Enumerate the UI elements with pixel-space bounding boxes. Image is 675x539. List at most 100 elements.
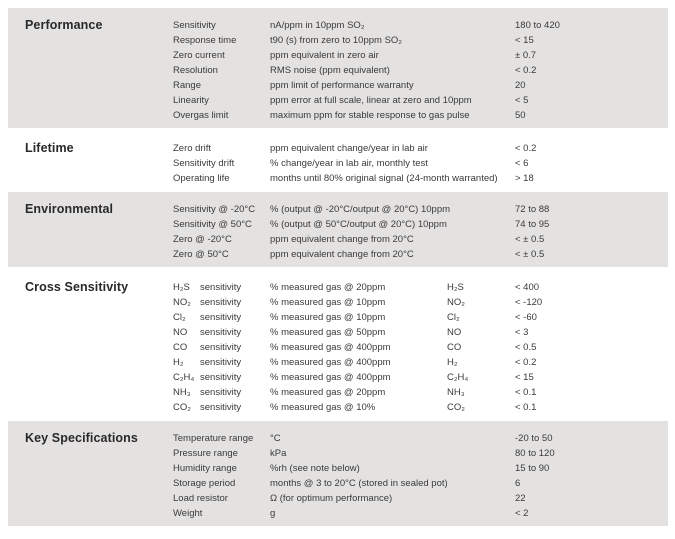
gas-cell (447, 506, 515, 521)
spec-row: Cl₂ sensitivity % measured gas @ 10ppm Cl₂ <… (173, 310, 668, 325)
spec-row: Weight g < 2 (173, 506, 668, 521)
param-cell: Zero current (173, 50, 225, 61)
spec-row: NO sensitivity % measured gas @ 50ppm NO < 3 (173, 325, 668, 340)
spec-row: C₂H₄ sensitivity% measured gas @ 400ppm C₂… (173, 370, 668, 385)
section-title: Key Specifications (25, 431, 138, 445)
value-cell: -20 to 50 (515, 433, 553, 444)
gas-cell (447, 63, 515, 78)
param-cell: Sensitivity @ -20°C (173, 204, 256, 215)
spec-row: Temperature range °C -20 to 50 (173, 431, 668, 446)
param-cell: Humidity range (173, 463, 237, 474)
value-cell: < 0.2 (515, 357, 537, 368)
spec-row: Storage period months @ 3 to 20°C (stored… (173, 476, 668, 491)
value-cell: < -60 (515, 312, 537, 323)
value-cell: 80 to 120 (515, 448, 555, 459)
spec-row: Load resistor Ω (for optimum performance)… (173, 491, 668, 506)
spec-row: CO₂ sensitivity % measured gas @ 10% CO₂ < 0… (173, 400, 668, 415)
gas-cell: NO (447, 327, 462, 338)
desc-cell: % (output @ 50°C/output @ 20°C) 10ppm (270, 219, 447, 230)
section-cross-sensitivity: Cross Sensitivity H₂S sensitivity % measure… (8, 267, 668, 421)
desc-cell: g (270, 508, 276, 519)
spec-row: Sensitivity nA/ppm in 10ppm SO₂ 180 to 420 (173, 18, 668, 33)
param-cell: Sensitivity @ 50°C (173, 219, 252, 230)
spec-row: Zero drift ppm equivalent change/year in … (173, 141, 668, 156)
param-cell: Sensitivity (173, 20, 216, 31)
value-cell: 6 (515, 478, 521, 489)
desc-cell: % measured gas @ 20ppm (270, 387, 386, 398)
value-cell: < 0.1 (515, 387, 537, 398)
gas-cell: NO₂ (447, 297, 465, 308)
desc-cell: t90 (s) from zero to 10ppm SO₂ (270, 35, 402, 46)
section-title: Cross Sensitivity (25, 280, 129, 294)
desc-cell: ppm equivalent change from 20°C (270, 234, 414, 245)
desc-cell: ppm equivalent change/year in lab air (270, 143, 428, 154)
param-suffix: sensitivity (200, 312, 242, 323)
desc-cell: % (output @ -20°C/output @ 20°C) 10ppm (270, 204, 451, 215)
value-cell: 22 (515, 493, 526, 504)
spec-table: Performance Sensitivity nA/ppm in 10ppm SO… (8, 8, 668, 526)
value-cell: < -120 (515, 297, 543, 308)
desc-cell: nA/ppm in 10ppm SO₂ (270, 20, 365, 31)
section-title: Lifetime (25, 141, 74, 155)
section-lifetime: Lifetime Zero drift ppm equivalent change/… (8, 128, 668, 192)
param-suffix: sensitivity (200, 387, 242, 398)
spec-row: Zero @ 50°C ppm equivalent change from 20… (173, 247, 668, 262)
param-cell: Weight (173, 508, 203, 519)
param-suffix: sensitivity (200, 282, 242, 293)
gas-cell (447, 446, 515, 461)
gas-formula: CO₂ (173, 402, 191, 413)
param-cell: Storage period (173, 478, 236, 489)
value-cell: > 18 (515, 173, 534, 184)
gas-formula: NH₃ (173, 387, 191, 398)
param-cell: Linearity (173, 95, 209, 106)
gas-cell (447, 232, 515, 247)
param-cell: Operating life (173, 173, 230, 184)
value-cell: < 0.2 (515, 65, 537, 76)
gas-formula: CO (173, 342, 188, 353)
param-cell: Zero @ -20°C (173, 234, 232, 245)
gas-cell (447, 78, 515, 93)
gas-cell: CO (447, 342, 462, 353)
param-cell: Zero drift (173, 143, 212, 154)
gas-cell (447, 217, 515, 232)
section-title: Environmental (25, 202, 114, 216)
spec-row: Sensitivity @ -20°C % (output @ -20°C/out… (173, 202, 668, 217)
desc-cell: % change/year in lab air, monthly test (270, 158, 428, 169)
value-cell: < ± 0.5 (515, 249, 545, 260)
value-cell: < 0.2 (515, 143, 537, 154)
spec-row: Overgas limit maximum ppm for stable resp… (173, 108, 668, 123)
param-cell: Sensitivity drift (173, 158, 235, 169)
desc-cell: kPa (270, 448, 287, 459)
section-key-specifications: Key Specifications Temperature range °C -20… (8, 421, 668, 526)
param-suffix: sensitivity (200, 372, 242, 383)
gas-cell: H₂ (447, 357, 458, 368)
spec-row: Humidity range %rh (see note below) 15 to … (173, 461, 668, 476)
param-cell: NO sensitivity (173, 325, 270, 340)
gas-cell (447, 461, 515, 476)
param-cell: Zero @ 50°C (173, 249, 229, 260)
gas-cell (447, 33, 515, 48)
value-cell: < 0.5 (515, 342, 537, 353)
gas-cell: NH₃ (447, 387, 465, 398)
spec-row: Linearity ppm error at full scale, linear… (173, 93, 668, 108)
gas-cell (447, 156, 515, 171)
gas-formula: Cl₂ (173, 312, 186, 323)
section-rows: Zero drift ppm equivalent change/year in … (173, 141, 668, 186)
section-rows: H₂S sensitivity % measured gas @ 20ppm H₂S <… (173, 280, 668, 415)
spec-row: Range ppm limit of performance warranty 20 (173, 78, 668, 93)
param-suffix: sensitivity (200, 297, 242, 308)
section-title: Performance (25, 18, 103, 32)
desc-cell: ppm equivalent in zero air (270, 50, 379, 61)
spec-row: Resolution RMS noise (ppm equivalent) < 0.… (173, 63, 668, 78)
gas-cell: H₂S (447, 282, 464, 293)
section-rows: Temperature range °C -20 to 50 Pressure ran… (173, 431, 668, 521)
param-suffix: sensitivity (200, 402, 242, 413)
gas-cell: Cl₂ (447, 312, 460, 323)
spec-row: Pressure range kPa 80 to 120 (173, 446, 668, 461)
value-cell: 72 to 88 (515, 204, 550, 215)
desc-cell: °C (270, 433, 281, 444)
section-performance: Performance Sensitivity nA/ppm in 10ppm SO… (8, 8, 668, 128)
value-cell: < 2 (515, 508, 529, 519)
value-cell: < ± 0.5 (515, 234, 545, 245)
desc-cell: % measured gas @ 50ppm (270, 327, 386, 338)
